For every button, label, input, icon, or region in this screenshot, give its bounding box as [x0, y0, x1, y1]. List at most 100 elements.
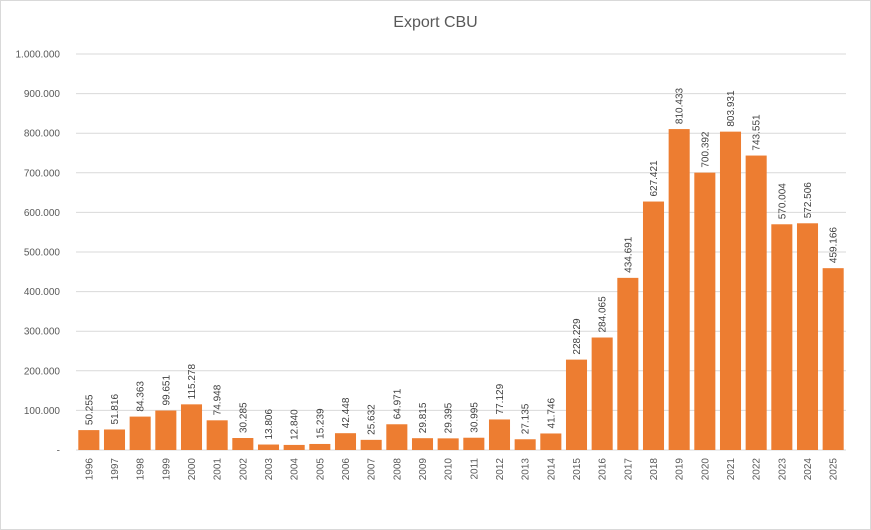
x-tick-label: 2003	[264, 458, 275, 481]
x-tick-label: 2020	[700, 458, 711, 481]
y-tick-label: 1.000.000	[16, 50, 61, 61]
gridlines	[76, 53, 846, 451]
data-labels: 50.255 51.816 84.363 99.651 115.278 74.948 30.…	[84, 87, 839, 439]
data-label: 50.255	[84, 394, 95, 425]
data-label: 115.278	[187, 364, 198, 400]
x-tick-label: 2019	[675, 458, 686, 481]
bar-2018	[642, 201, 665, 450]
bar-2019	[668, 129, 690, 450]
bar-1996	[78, 430, 100, 450]
x-tick-label: 1996	[84, 458, 95, 481]
bar-2023	[771, 224, 793, 450]
y-tick-label: -	[57, 446, 60, 457]
bar-2022	[745, 155, 767, 450]
y-tick-label: 500.000	[24, 248, 61, 259]
data-label: 459.166	[829, 227, 840, 264]
x-tick-label: 2018	[649, 458, 660, 481]
x-tick-label: 2022	[752, 458, 763, 481]
x-tick-label: 2013	[521, 458, 532, 481]
x-tick-label: 2010	[444, 458, 455, 481]
bar-2007	[360, 439, 382, 450]
y-tick-label: 600.000	[24, 208, 61, 219]
x-tick-label: 1999	[161, 458, 172, 481]
data-label: 77.129	[495, 383, 506, 414]
bar-2015	[565, 359, 588, 450]
x-tick-label: 2024	[803, 458, 814, 481]
y-tick-label: 200.000	[24, 366, 61, 377]
bar-2025	[822, 268, 844, 450]
data-label: 572.506	[803, 182, 814, 219]
data-label: 743.551	[752, 114, 763, 151]
data-label: 74.948	[213, 384, 224, 415]
x-tick-label: 2015	[572, 458, 583, 481]
data-label: 570.004	[777, 183, 788, 220]
data-label: 627.421	[649, 160, 660, 197]
chart-title: Export CBU	[393, 14, 477, 31]
y-tick-label: 300.000	[24, 327, 61, 338]
bar-2011	[463, 437, 485, 450]
bar-2002	[232, 438, 254, 450]
bar-2020	[694, 172, 716, 450]
y-tick-label: 700.000	[24, 168, 61, 179]
data-label: 15.239	[315, 408, 326, 439]
bar-2021	[719, 131, 742, 451]
x-tick-label: 1997	[110, 458, 121, 481]
y-tick-label: 800.000	[24, 129, 61, 140]
x-tick-label: 2005	[315, 458, 326, 481]
bar-2024	[796, 223, 819, 450]
bar-1998	[129, 416, 151, 450]
data-label: 700.392	[700, 131, 711, 168]
bar-2004	[283, 444, 305, 450]
bar-2012	[488, 419, 511, 450]
x-tick-label: 2007	[367, 458, 378, 481]
data-label: 29.815	[418, 402, 429, 433]
data-label: 803.931	[726, 90, 737, 127]
data-label: 30.285	[238, 402, 249, 433]
data-label: 228.229	[572, 318, 583, 355]
bar-2013	[514, 439, 536, 450]
x-tick-label: 2025	[829, 458, 840, 481]
data-label: 64.971	[392, 388, 403, 419]
x-tick-label: 2017	[623, 458, 634, 481]
bar-2017	[617, 277, 639, 450]
x-tick-label: 2008	[392, 458, 403, 481]
data-label: 51.816	[110, 393, 121, 424]
x-tick-label: 2021	[726, 458, 737, 481]
data-label: 30.995	[469, 402, 480, 433]
bar-2009	[411, 438, 434, 450]
bar-2014	[540, 433, 562, 450]
bar-2008	[386, 424, 408, 450]
data-label: 25.632	[367, 404, 378, 435]
bar-1999	[155, 410, 177, 450]
data-label: 13.806	[264, 409, 275, 440]
bar-2000	[180, 404, 203, 450]
x-tick-label: 2023	[777, 458, 788, 481]
x-tick-label: 2004	[290, 458, 301, 481]
data-label: 29.395	[444, 402, 455, 433]
data-label: 27.135	[521, 403, 532, 434]
y-tick-label: 900.000	[24, 89, 61, 100]
bar-1997	[103, 429, 126, 450]
x-tick-label: 2016	[598, 458, 609, 481]
x-tick-label: 2002	[238, 458, 249, 481]
bar-2010	[437, 438, 459, 450]
bar-2016	[591, 337, 613, 450]
data-label: 12.840	[290, 409, 301, 440]
x-tick-label: 2000	[187, 458, 198, 481]
data-label: 434.691	[623, 236, 634, 273]
x-tick-label: 2012	[495, 458, 506, 481]
bar-2001	[206, 420, 228, 450]
data-label: 84.363	[136, 381, 147, 412]
y-tick-label: 100.000	[24, 406, 61, 417]
data-label: 810.433	[675, 87, 686, 124]
x-tick-label: 2009	[418, 458, 429, 481]
bar-2005	[309, 443, 331, 450]
data-label: 42.448	[341, 397, 352, 428]
x-tick-label: 2011	[469, 458, 480, 480]
y-tick-label: 400.000	[24, 287, 61, 298]
x-tick-label: 1998	[136, 458, 147, 481]
data-label: 99.651	[161, 375, 172, 406]
x-tick-label: 2006	[341, 458, 352, 481]
bars	[78, 129, 844, 451]
